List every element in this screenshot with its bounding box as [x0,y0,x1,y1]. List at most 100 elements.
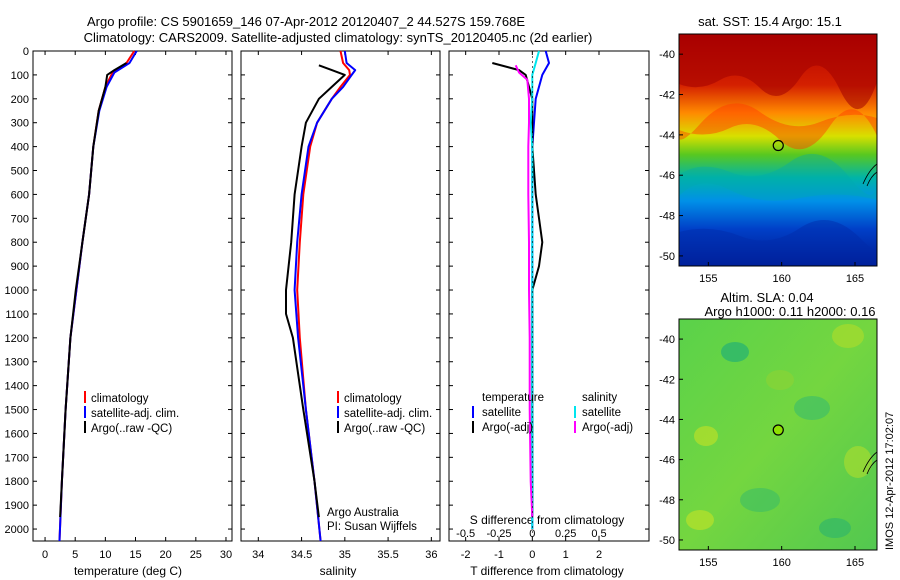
series-line-argo-raw-qc [59,62,128,518]
sla-map-axes: 155 160 165 -40 -42 -44 -46 -48 -50 [659,334,864,569]
difference-legend: temperature satellite Argo(-adj) salinit… [472,392,633,434]
sla-coastline [862,451,878,475]
difference-top-axis-label: S difference from climatology [470,513,625,527]
x-top-tick-label: 0 [529,528,535,540]
depth-tick-label: 2000 [5,524,29,536]
map-y-tick-label: -40 [659,49,675,61]
depth-tick-label: 1700 [5,452,29,464]
depth-tick-label: 700 [11,213,29,225]
sst-argo-location-marker [772,139,784,152]
x-tick-label: 34.5 [291,549,312,561]
legend-label-s-argo: Argo(-adj) [582,422,633,434]
sst-map-frame [678,33,878,267]
x-tick-label: 35.5 [377,549,398,561]
x-tick-label: -2 [461,549,471,561]
depth-tick-label: 800 [11,237,29,249]
depth-tick-label: 1800 [5,476,29,488]
x-tick-label: 20 [160,549,172,561]
legend-label-t-satellite: satellite [482,407,521,419]
map-x-tick-label: 165 [846,273,864,285]
temperature-x-axis: 0 5 10 15 20 25 30 [42,51,232,561]
salinity-series [285,50,357,542]
title-line-2: Climatology: CARS2009. Satellite-adjuste… [84,30,593,45]
map-y-tick-label: -46 [659,455,675,467]
salinity-panel-frame [240,50,441,542]
x-tick-label: 30 [220,549,232,561]
legend-label-climatology: climatology [344,393,402,405]
salinity-axis-label: salinity [320,564,357,578]
depth-tick-label: 1300 [5,357,29,369]
series-line-satellite [531,50,550,529]
map-y-tick-label: -44 [659,130,675,142]
difference-x-axis-bottom: -2 -1 0 1 2 [461,51,602,561]
temperature-axis-label: temperature (deg C) [74,564,182,578]
series-line-argo-adj [514,64,534,518]
annotation-argo-australia: Argo Australia [327,507,399,519]
x-tick-label: 15 [129,549,141,561]
title-line-1: Argo profile: CS 5901659_146 07-Apr-2012… [87,14,525,29]
depth-tick-label: 300 [11,118,29,130]
x-top-tick-label: -0.5 [456,528,475,540]
depth-tick-label: 400 [11,142,29,154]
x-tick-label: 36 [425,549,437,561]
legend-label-argo: Argo(..raw -QC) [91,423,172,435]
sst-map-title: sat. SST: 15.4 Argo: 15.1 [698,14,842,29]
annotation-pi: PI: Susan Wijffels [327,521,417,533]
x-tick-label: 10 [99,549,111,561]
sst-map-axes: 155 160 165 -40 -42 -44 -46 -48 -50 [659,49,864,285]
map-x-tick-label: 155 [699,557,717,569]
map-y-tick-label: -46 [659,170,675,182]
series-line-argo-adj [492,62,544,518]
depth-tick-label: 1900 [5,500,29,512]
x-top-tick-label: 0.5 [591,528,606,540]
x-tick-label: 5 [72,549,78,561]
x-tick-label: 34 [252,549,264,561]
x-top-tick-label: -0.25 [486,528,511,540]
depth-tick-label: 600 [11,189,29,201]
difference-panel-frame [448,50,650,542]
depth-axis: 0 100 200 300 400 500 600 700 800 900 1000 1100 1200… [5,46,649,536]
series-line-satellite-adj-clim [58,50,138,542]
legend-label-satellite: satellite-adj. clim. [91,408,179,420]
x-top-tick-label: 0.25 [555,528,576,540]
series-line-satellite-adj-clim [293,50,357,542]
sst-map-image [679,34,877,266]
temperature-panel-frame [32,50,233,542]
map-x-tick-label: 165 [846,557,864,569]
map-y-tick-label: -42 [659,90,675,102]
x-tick-label: 1 [563,549,569,561]
sst-coastline [862,163,878,187]
depth-tick-label: 1600 [5,428,29,440]
temperature-series [58,50,138,542]
temperature-legend: climatology satellite-adj. clim. Argo(..… [84,391,179,435]
depth-tick-label: 1400 [5,381,29,393]
x-tick-label: 2 [596,549,602,561]
x-tick-label: 25 [190,549,202,561]
x-tick-label: 35 [339,549,351,561]
map-y-tick-label: -50 [659,251,675,263]
map-y-tick-label: -40 [659,334,675,346]
difference-x-axis-top: -0.5 -0.25 0 0.25 0.5 [456,528,606,540]
map-y-tick-label: -42 [659,374,675,386]
legend-label-t-argo: Argo(-adj) [482,422,533,434]
sla-map-frame [678,318,878,551]
depth-tick-label: 100 [11,70,29,82]
depth-tick-label: 0 [23,46,29,58]
map-y-tick-label: -44 [659,414,675,426]
series-line-argo-raw-qc [285,64,346,518]
legend-title-temperature: temperature [482,392,544,404]
x-tick-label: 0 [42,549,48,561]
legend-label-satellite: satellite-adj. clim. [344,408,432,420]
map-x-tick-label: 160 [772,273,790,285]
depth-tick-label: 1500 [5,405,29,417]
map-y-tick-label: -50 [659,535,675,547]
x-tick-label: 0 [529,549,535,561]
sla-map-title-1: Altim. SLA: 0.04 [720,290,813,305]
difference-axis-label: T difference from climatology [470,564,624,578]
legend-title-salinity: salinity [582,392,617,404]
salinity-x-axis: 34 34.5 35 35.5 36 [252,51,437,561]
depth-tick-label: 900 [11,261,29,273]
depth-tick-label: 500 [11,166,29,178]
